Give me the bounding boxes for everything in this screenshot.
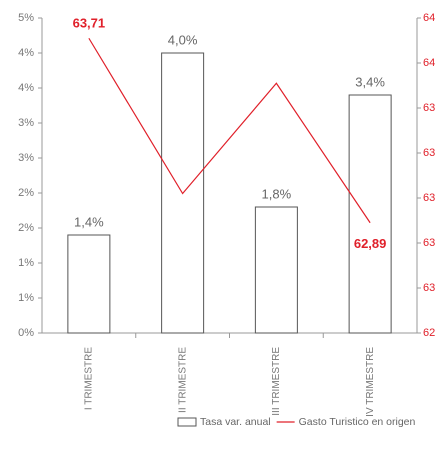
y2-tick-label: 63: [423, 102, 435, 114]
bar-value-label: 1,8%: [262, 186, 292, 201]
y2-tick-label: 63: [423, 237, 435, 249]
y-tick-label: 1%: [18, 257, 34, 269]
bar-value-label: 4,0%: [168, 32, 198, 47]
y-tick-label: 5%: [18, 12, 34, 24]
y-tick-label: 4%: [18, 47, 34, 59]
legend-swatch: [177, 417, 197, 427]
y2-tick-label: 63: [423, 147, 435, 159]
x-tick-label: II TRIMESTRE: [177, 347, 188, 413]
line: [88, 37, 371, 224]
bar: [67, 234, 111, 334]
y2-tick-label: 64: [423, 57, 435, 69]
line-value-label: 63,71: [73, 16, 106, 31]
y-tick-label: 0%: [18, 327, 34, 339]
x-tick-label: I TRIMESTRE: [84, 347, 95, 410]
y-tick-label: 3%: [18, 152, 34, 164]
y2-tick-label: 63: [423, 192, 435, 204]
line-value-label: 62,89: [354, 236, 387, 251]
y2-tick-label: 64: [423, 12, 435, 24]
legend-label: Gasto Turistico en origen: [299, 416, 416, 428]
y-tick-label: 2%: [18, 222, 34, 234]
bar-value-label: 3,4%: [355, 74, 385, 89]
bar: [348, 94, 392, 334]
x-tick-label: IV TRIMESTRE: [365, 347, 376, 417]
y2-tick-label: 63: [423, 282, 435, 294]
bar-value-label: 1,4%: [74, 214, 104, 229]
y-tick-label: 1%: [18, 292, 34, 304]
legend-label: Tasa var. anual: [200, 416, 271, 428]
y-tick-label: 3%: [18, 117, 34, 129]
y-tick-label: 4%: [18, 82, 34, 94]
x-tick-label: III TRIMESTRE: [271, 347, 282, 416]
y2-tick-label: 62: [423, 327, 435, 339]
y-tick-label: 2%: [18, 187, 34, 199]
bar: [254, 206, 298, 334]
